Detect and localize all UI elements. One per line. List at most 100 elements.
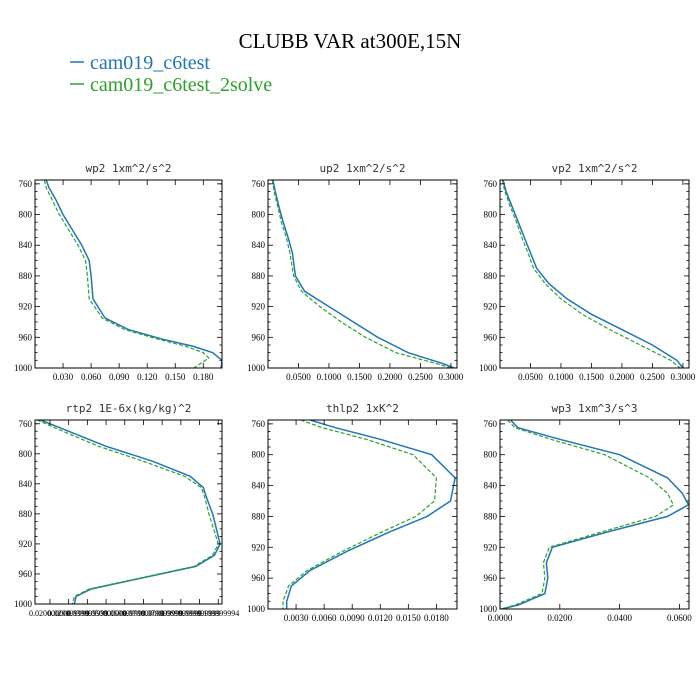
series-line-4-0 [285, 420, 456, 609]
xtick-label-5-2: 0.0400 [607, 613, 632, 623]
panel-title-0: wp2 1xm^2/s^2 [85, 162, 171, 175]
ytick-label-2-3: 880 [484, 271, 498, 281]
ytick-label-4-6: 1000 [247, 604, 266, 614]
panel-frame-1 [267, 179, 458, 369]
ytick-label-3-0: 760 [19, 419, 33, 429]
xtick-label-3-8: 0.099999999 [179, 609, 221, 618]
ytick-label-0-6: 1000 [14, 363, 33, 373]
xtick-label-0-3: 0.120 [137, 372, 158, 382]
ytick-label-5-2: 840 [484, 481, 498, 491]
ytick-label-5-0: 760 [484, 419, 498, 429]
panel-title-4: thlp2 1xK^2 [326, 402, 399, 415]
xtick-label-5-1: 0.0200 [547, 613, 572, 623]
xtick-label-1-3: 0.2000 [378, 372, 403, 382]
ytick-label-5-1: 800 [484, 450, 498, 460]
xtick-label-1-2: 0.1500 [347, 372, 372, 382]
ytick-label-4-0: 760 [252, 419, 266, 429]
ytick-label-1-0: 760 [252, 179, 266, 189]
xtick-label-0-5: 0.180 [193, 372, 214, 382]
ytick-label-1-1: 800 [252, 210, 266, 220]
series-line-5-1 [500, 420, 675, 609]
ytick-label-4-5: 960 [252, 573, 266, 583]
panel-3: rtp2 1E-6x(kg/kg)^2 760 800 840 880 920 960 100… [14, 402, 239, 618]
xtick-label-3-3: 0.050000000 [85, 609, 127, 618]
ytick-label-0-4: 920 [19, 302, 33, 312]
panel-2: vp2 1xm^2/s^2 760 800 840 880 920 960 1000 0.050… [479, 162, 696, 382]
xtick-label-3-0: 0.020000000 [29, 609, 71, 618]
ytick-label-1-6: 1000 [247, 363, 266, 373]
ytick-label-1-5: 960 [252, 332, 266, 342]
xtick-label-4-1: 0.0060 [312, 613, 337, 623]
ytick-label-4-4: 920 [252, 542, 266, 552]
ytick-label-2-5: 960 [484, 332, 498, 342]
panel-title-3: rtp2 1E-6x(kg/kg)^2 [66, 402, 192, 415]
xtick-label-3-1: 0.029999999 [48, 609, 90, 618]
xtick-label-3-9: 0.109999994 [197, 609, 239, 618]
ytick-label-5-4: 920 [484, 542, 498, 552]
ytick-label-3-3: 880 [19, 509, 33, 519]
xtick-label-0-4: 0.150 [165, 372, 186, 382]
xtick-label-1-1: 0.1000 [317, 372, 342, 382]
ytick-label-3-4: 920 [19, 539, 33, 549]
panel-frame-5 [499, 419, 690, 610]
series-line-1-1 [271, 180, 452, 368]
xtick-label-3-4: 0.059999999 [104, 609, 146, 618]
panel-frame-3 [34, 419, 223, 605]
xtick-label-1-5: 0.3000 [439, 372, 464, 382]
ytick-label-0-2: 840 [19, 240, 33, 250]
xtick-label-3-6: 0.079999999 [141, 609, 183, 618]
xtick-label-2-1: 0.1000 [549, 372, 574, 382]
ytick-label-2-0: 760 [484, 179, 498, 189]
ytick-label-2-6: 1000 [479, 363, 498, 373]
legend-label-series-0: cam019_c6test [90, 52, 210, 74]
series-line-3-1 [36, 420, 219, 604]
ytick-label-3-6: 1000 [14, 599, 33, 609]
xtick-label-3-7: 0.089999999 [160, 609, 202, 618]
ytick-label-1-3: 880 [252, 271, 266, 281]
ytick-label-1-2: 840 [252, 240, 266, 250]
panel-5: wp3 1xm^3/s^3 760 800 840 880 920 960 10000.000… [479, 402, 692, 623]
xtick-label-4-2: 0.0090 [340, 613, 365, 623]
series-line-4-1 [282, 420, 438, 609]
xtick-label-1-0: 0.0500 [286, 372, 311, 382]
xtick-label-4-3: 0.0120 [368, 613, 393, 623]
series-line-5-0 [501, 420, 689, 609]
xtick-label-2-3: 0.2000 [610, 372, 635, 382]
xtick-label-2-4: 0.2500 [640, 372, 665, 382]
xtick-label-0-1: 0.060 [81, 372, 102, 382]
xtick-label-3-2: 0.039999999 [66, 609, 108, 618]
ytick-label-5-5: 960 [484, 573, 498, 583]
ytick-label-4-1: 800 [252, 450, 266, 460]
ytick-label-3-5: 960 [19, 569, 33, 579]
xtick-label-4-0: 0.0030 [284, 613, 309, 623]
xtick-label-2-2: 0.1500 [579, 372, 604, 382]
ytick-label-4-3: 880 [252, 511, 266, 521]
series-line-2-0 [502, 180, 684, 368]
series-line-3-0 [40, 420, 221, 604]
xtick-label-4-5: 0.0180 [424, 613, 449, 623]
ytick-label-0-5: 960 [19, 332, 33, 342]
xtick-label-4-4: 0.0150 [396, 613, 421, 623]
xtick-label-5-0: 0.0000 [488, 613, 513, 623]
ytick-label-3-1: 800 [19, 449, 33, 459]
ytick-label-0-1: 800 [19, 210, 33, 220]
panel-frame-0 [34, 179, 223, 369]
panel-frame-4 [267, 419, 458, 610]
series-line-2-1 [501, 180, 681, 368]
ytick-label-0-0: 760 [19, 179, 33, 189]
xtick-label-2-0: 0.0500 [518, 372, 543, 382]
legend: cam019_c6test cam019_c6test_2solve [70, 52, 272, 96]
panels: wp2 1xm^2/s^2 760 800 840 880 920 960 1000 0.030… [14, 162, 696, 623]
series-line-0-1 [43, 180, 210, 368]
xtick-label-3-5: 0.070000000 [122, 609, 164, 618]
ytick-label-1-4: 920 [252, 302, 266, 312]
xtick-label-5-3: 0.0600 [667, 613, 692, 623]
figure-title: CLUBB VAR at300E,15N [239, 29, 462, 53]
ytick-label-2-1: 800 [484, 210, 498, 220]
ytick-label-4-2: 840 [252, 481, 266, 491]
ytick-label-0-3: 880 [19, 271, 33, 281]
xtick-label-1-4: 0.2500 [408, 372, 433, 382]
ytick-label-5-6: 1000 [479, 604, 498, 614]
